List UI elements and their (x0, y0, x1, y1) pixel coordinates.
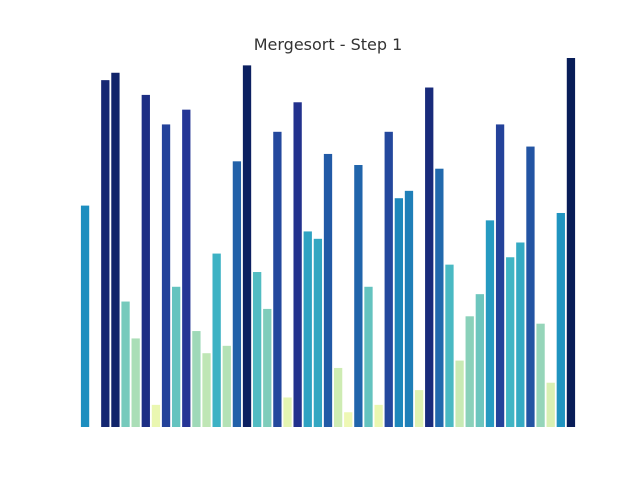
bar-23 (313, 238, 323, 427)
bar-20 (283, 397, 292, 427)
bar-29 (374, 404, 383, 427)
bar-15 (232, 161, 242, 427)
bar-16 (242, 65, 252, 427)
bar-47 (556, 212, 565, 427)
bar-30 (384, 131, 393, 428)
bar-5 (131, 338, 140, 427)
bar-14 (222, 345, 231, 427)
bar-17 (252, 272, 262, 427)
bar-36 (445, 264, 454, 427)
bar-43 (516, 242, 525, 427)
bar-31 (394, 198, 404, 427)
bar-27 (354, 165, 363, 427)
bar-44 (526, 146, 535, 427)
bar-38 (465, 316, 474, 427)
bar-3 (111, 72, 120, 427)
bar-9 (172, 286, 181, 427)
bar-8 (161, 124, 171, 428)
bar-2 (101, 80, 110, 427)
bar-32 (404, 190, 414, 427)
bar-45 (536, 323, 545, 427)
bar-7 (151, 404, 161, 427)
bar-24 (323, 153, 333, 427)
bar-21 (293, 102, 302, 427)
bar-35 (435, 168, 444, 427)
bar-40 (485, 220, 495, 427)
bar-10 (182, 109, 191, 427)
bar-6 (141, 94, 150, 428)
bars-group (80, 58, 576, 428)
bar-41 (495, 124, 505, 428)
bar-42 (506, 257, 515, 427)
bar-48 (566, 58, 576, 427)
bar-12 (202, 353, 211, 427)
bar-0 (80, 205, 90, 427)
bar-22 (303, 231, 312, 427)
bar-19 (273, 131, 282, 428)
bar-33 (414, 390, 424, 427)
bar-4 (121, 301, 130, 427)
chart-title: Mergesort - Step 1 (254, 35, 403, 54)
bar-25 (333, 367, 343, 427)
bar-13 (212, 253, 221, 427)
bar-26 (344, 412, 353, 427)
bar-39 (475, 294, 484, 427)
bar-46 (546, 382, 555, 427)
bar-18 (263, 308, 272, 427)
bar-28 (364, 286, 373, 427)
bar-34 (425, 87, 434, 428)
bar-37 (455, 360, 464, 427)
bar-11 (192, 331, 201, 427)
